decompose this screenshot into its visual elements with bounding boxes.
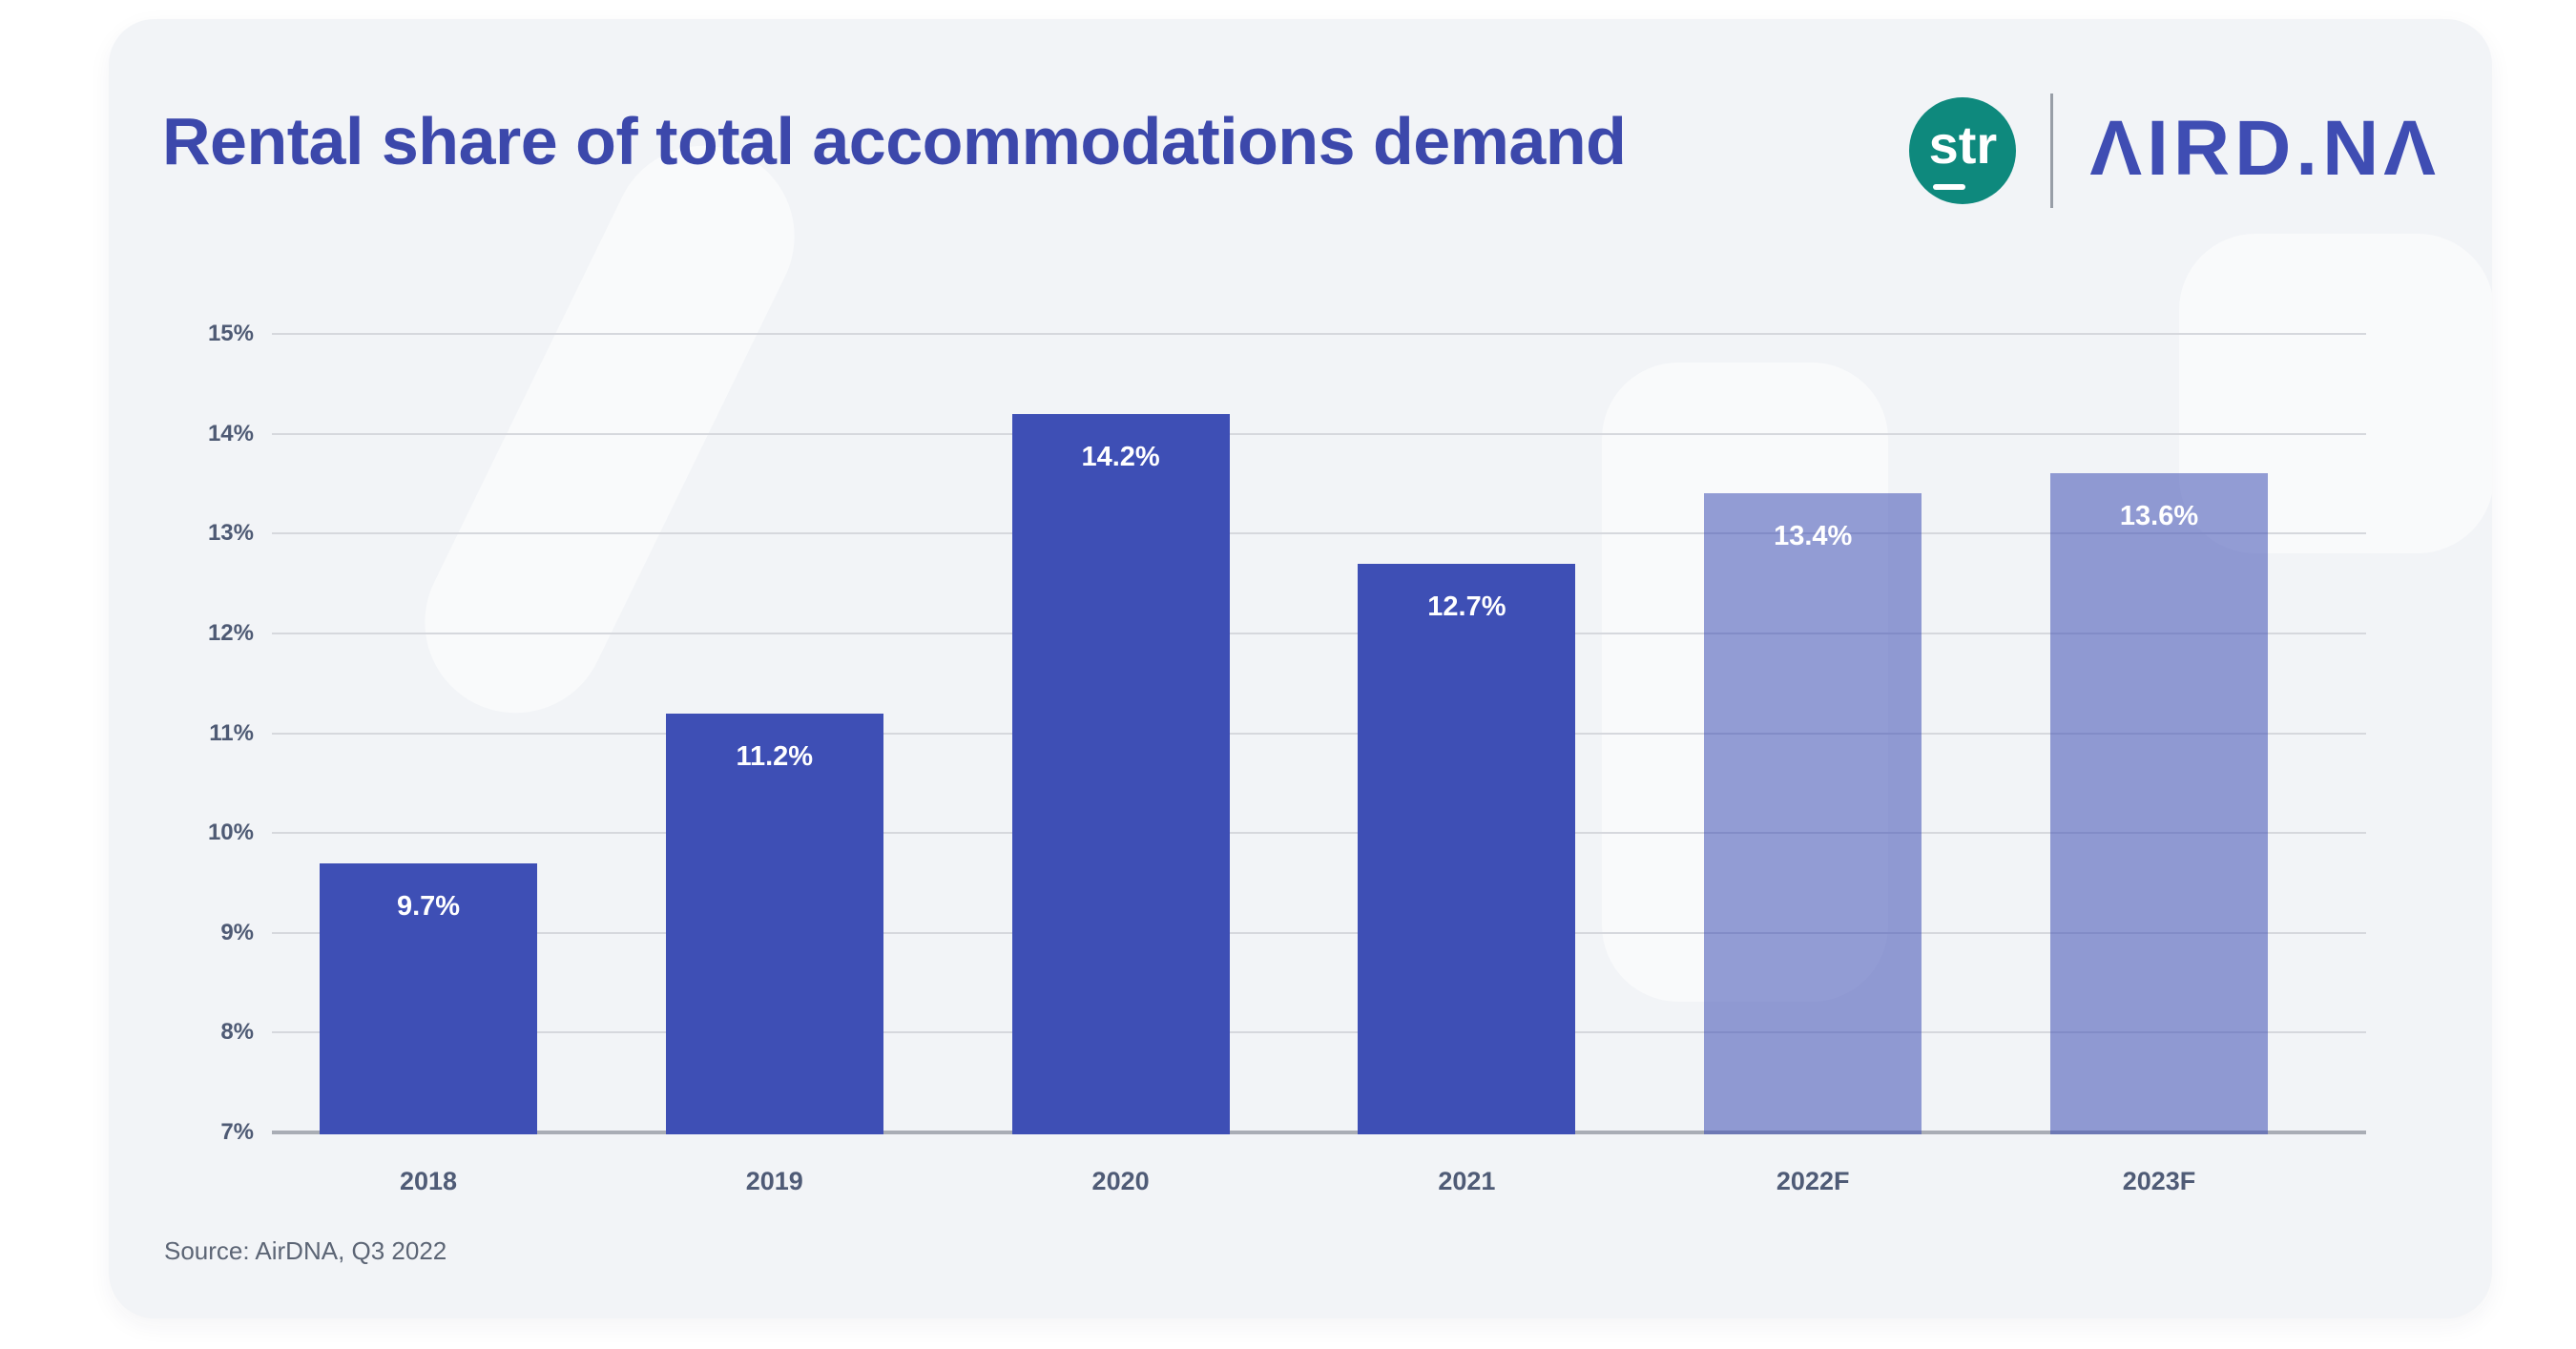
bar-value-label: 14.2% bbox=[1081, 441, 1160, 472]
y-tick-label: 12% bbox=[207, 619, 254, 646]
x-tick-label: 2023F bbox=[2122, 1167, 2196, 1195]
str-logo-underline bbox=[1933, 184, 1966, 190]
bar-value-label: 13.6% bbox=[2119, 501, 2199, 532]
x-tick-label: 2021 bbox=[1438, 1167, 1496, 1195]
gridline bbox=[272, 333, 2366, 335]
bar-value-label: 12.7% bbox=[1427, 591, 1506, 622]
source-note: Source: AirDNA, Q3 2022 bbox=[164, 1236, 447, 1265]
y-tick-label: 14% bbox=[207, 420, 254, 446]
chart-title: Rental share of total accommodations dem… bbox=[162, 104, 1627, 178]
gridline bbox=[272, 732, 2366, 735]
y-tick-label: 9% bbox=[220, 919, 254, 945]
bar-forecast-2022F bbox=[1704, 493, 1922, 1134]
bar-value-label: 11.2% bbox=[736, 740, 814, 772]
bar-value-label: 9.7% bbox=[396, 890, 461, 922]
y-tick-label: 11% bbox=[209, 719, 254, 746]
bar-2021 bbox=[1358, 563, 1576, 1134]
bar-2020 bbox=[1011, 413, 1230, 1134]
str-logo-text: str bbox=[1928, 114, 1998, 175]
logo-divider bbox=[2050, 93, 2054, 208]
airdna-logo-wordmark: ΛIRD.NΛ bbox=[2089, 105, 2441, 192]
y-tick-label: 15% bbox=[207, 321, 254, 346]
gridline bbox=[272, 832, 2366, 835]
gridline bbox=[272, 432, 2366, 435]
gridline bbox=[272, 532, 2366, 535]
x-axis-baseline bbox=[272, 1131, 2366, 1134]
gridline bbox=[272, 632, 2366, 634]
str-logo-icon: str bbox=[1909, 97, 2017, 204]
gridline bbox=[272, 1031, 2366, 1034]
x-tick-label: 2018 bbox=[399, 1167, 458, 1195]
y-tick-label: 8% bbox=[220, 1019, 254, 1046]
y-tick-label: 13% bbox=[207, 520, 254, 547]
gridline bbox=[272, 931, 2366, 934]
logo-group: str ΛIRD.NΛ bbox=[1909, 93, 2441, 208]
bar-2019 bbox=[665, 713, 883, 1134]
x-tick-label: 2020 bbox=[1091, 1167, 1150, 1195]
x-tick-label: 2019 bbox=[745, 1167, 803, 1195]
bar-value-label: 13.4% bbox=[1774, 521, 1853, 552]
bar-chart: 15% 14% 13% 12% 11% 10% 9% 8% 7% 9.7% 2018 11.2% 201… bbox=[109, 19, 2492, 1318]
bar-forecast-2023F bbox=[2050, 473, 2268, 1134]
y-tick-label: 7% bbox=[220, 1119, 254, 1145]
y-tick-label: 10% bbox=[207, 820, 254, 846]
bar-2018 bbox=[320, 862, 537, 1134]
x-tick-label: 2022F bbox=[1776, 1167, 1850, 1195]
infographic-card: Rental share of total accommodations dem… bbox=[109, 19, 2492, 1318]
